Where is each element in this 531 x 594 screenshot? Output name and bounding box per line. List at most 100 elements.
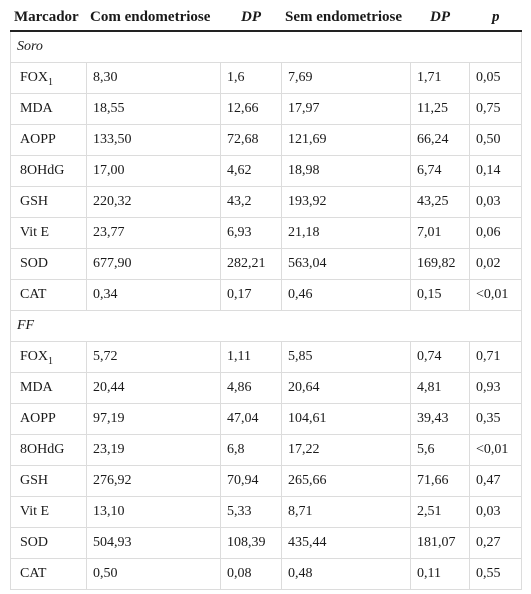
marker-cell: Vit E [10, 217, 87, 249]
dp-sem-value: 11,25 [410, 93, 470, 125]
marker-cell: FOX1 [10, 341, 87, 373]
com-endometriose-value: 220,32 [86, 186, 221, 218]
dp-com-value: 1,11 [220, 341, 282, 373]
marker-cell: MDA [10, 372, 87, 404]
table-row: 8OHdG 17,00 4,62 18,98 6,74 0,14 [10, 155, 522, 187]
sem-endometriose-value: 563,04 [281, 248, 411, 280]
p-value: 0,14 [469, 155, 522, 187]
dp-sem-value: 43,25 [410, 186, 470, 218]
p-value: 0,03 [469, 496, 522, 528]
marker-cell: CAT [10, 558, 87, 590]
com-endometriose-value: 504,93 [86, 527, 221, 559]
dp-com-value: 282,21 [220, 248, 282, 280]
dp-sem-value: 6,74 [410, 155, 470, 187]
com-endometriose-value: 18,55 [86, 93, 221, 125]
p-value: 0,55 [469, 558, 522, 590]
marker-name: MDA [20, 380, 53, 395]
marker-name: AOPP [20, 411, 56, 426]
table-row: FOX1 5,72 1,11 5,85 0,74 0,71 [10, 341, 522, 373]
p-value: <0,01 [469, 434, 522, 466]
com-endometriose-value: 20,44 [86, 372, 221, 404]
sem-endometriose-value: 435,44 [281, 527, 411, 559]
marker-cell: SOD [10, 248, 87, 280]
dp-com-value: 72,68 [220, 124, 282, 156]
com-endometriose-value: 23,19 [86, 434, 221, 466]
header-row: Marcador Com endometriose DP Sem endomet… [10, 4, 522, 32]
p-value: 0,05 [469, 62, 522, 94]
marker-name: SOD [20, 535, 49, 550]
com-endometriose-value: 0,50 [86, 558, 221, 590]
sem-endometriose-value: 17,97 [281, 93, 411, 125]
table-row: GSH 276,92 70,94 265,66 71,66 0,47 [10, 465, 522, 497]
dp-com-value: 6,93 [220, 217, 282, 249]
com-endometriose-value: 23,77 [86, 217, 221, 249]
table-row: AOPP 133,50 72,68 121,69 66,24 0,50 [10, 124, 522, 156]
dp-com-value: 4,62 [220, 155, 282, 187]
p-value: 0,27 [469, 527, 522, 559]
marker-subscript: 1 [48, 356, 54, 367]
header-p-value: p [469, 4, 522, 32]
com-endometriose-value: 8,30 [86, 62, 221, 94]
marker-name: Vit E [20, 225, 50, 240]
dp-sem-value: 2,51 [410, 496, 470, 528]
com-endometriose-value: 133,50 [86, 124, 221, 156]
p-value: 0,03 [469, 186, 522, 218]
table-row: CAT 0,34 0,17 0,46 0,15 <0,01 [10, 279, 522, 311]
marker-cell: GSH [10, 465, 87, 497]
com-endometriose-value: 677,90 [86, 248, 221, 280]
sem-endometriose-value: 193,92 [281, 186, 411, 218]
marker-name: CAT [20, 566, 47, 581]
marker-cell: AOPP [10, 403, 87, 435]
dp-com-value: 4,86 [220, 372, 282, 404]
p-value: 0,06 [469, 217, 522, 249]
table-row: SOD 677,90 282,21 563,04 169,82 0,02 [10, 248, 522, 280]
section-row: Soro [10, 31, 522, 63]
table-header: Marcador Com endometriose DP Sem endomet… [10, 4, 522, 32]
marker-cell: GSH [10, 186, 87, 218]
dp-sem-value: 66,24 [410, 124, 470, 156]
table-row: CAT 0,50 0,08 0,48 0,11 0,55 [10, 558, 522, 590]
p-value: 0,75 [469, 93, 522, 125]
p-value: 0,02 [469, 248, 522, 280]
dp-com-value: 6,8 [220, 434, 282, 466]
com-endometriose-value: 97,19 [86, 403, 221, 435]
marker-cell: FOX1 [10, 62, 87, 94]
sem-endometriose-value: 265,66 [281, 465, 411, 497]
sem-endometriose-value: 20,64 [281, 372, 411, 404]
sem-endometriose-value: 0,48 [281, 558, 411, 590]
dp-com-value: 12,66 [220, 93, 282, 125]
marker-name: CAT [20, 287, 47, 302]
dp-sem-value: 7,01 [410, 217, 470, 249]
dp-sem-value: 181,07 [410, 527, 470, 559]
p-value: <0,01 [469, 279, 522, 311]
section-label: FF [10, 310, 522, 342]
marker-cell: CAT [10, 279, 87, 311]
p-value: 0,71 [469, 341, 522, 373]
marker-name: GSH [20, 473, 49, 488]
sem-endometriose-value: 104,61 [281, 403, 411, 435]
com-endometriose-value: 276,92 [86, 465, 221, 497]
marker-name: FOX [20, 349, 49, 364]
dp-sem-value: 0,15 [410, 279, 470, 311]
com-endometriose-value: 17,00 [86, 155, 221, 187]
com-endometriose-value: 5,72 [86, 341, 221, 373]
dp-com-value: 108,39 [220, 527, 282, 559]
table-row: FOX1 8,30 1,6 7,69 1,71 0,05 [10, 62, 522, 94]
p-value: 0,35 [469, 403, 522, 435]
table-row: MDA 18,55 12,66 17,97 11,25 0,75 [10, 93, 522, 125]
marker-cell: AOPP [10, 124, 87, 156]
dp-sem-value: 4,81 [410, 372, 470, 404]
dp-com-value: 0,08 [220, 558, 282, 590]
dp-sem-value: 0,74 [410, 341, 470, 373]
marker-name: GSH [20, 194, 49, 209]
p-value: 0,50 [469, 124, 522, 156]
marker-cell: SOD [10, 527, 87, 559]
dp-sem-value: 71,66 [410, 465, 470, 497]
marker-name: 8OHdG [20, 163, 65, 178]
dp-sem-value: 0,11 [410, 558, 470, 590]
p-value: 0,93 [469, 372, 522, 404]
table-row: MDA 20,44 4,86 20,64 4,81 0,93 [10, 372, 522, 404]
header-dp-sem: DP [410, 4, 470, 32]
marker-cell: Vit E [10, 496, 87, 528]
markers-table: Marcador Com endometriose DP Sem endomet… [10, 4, 522, 590]
